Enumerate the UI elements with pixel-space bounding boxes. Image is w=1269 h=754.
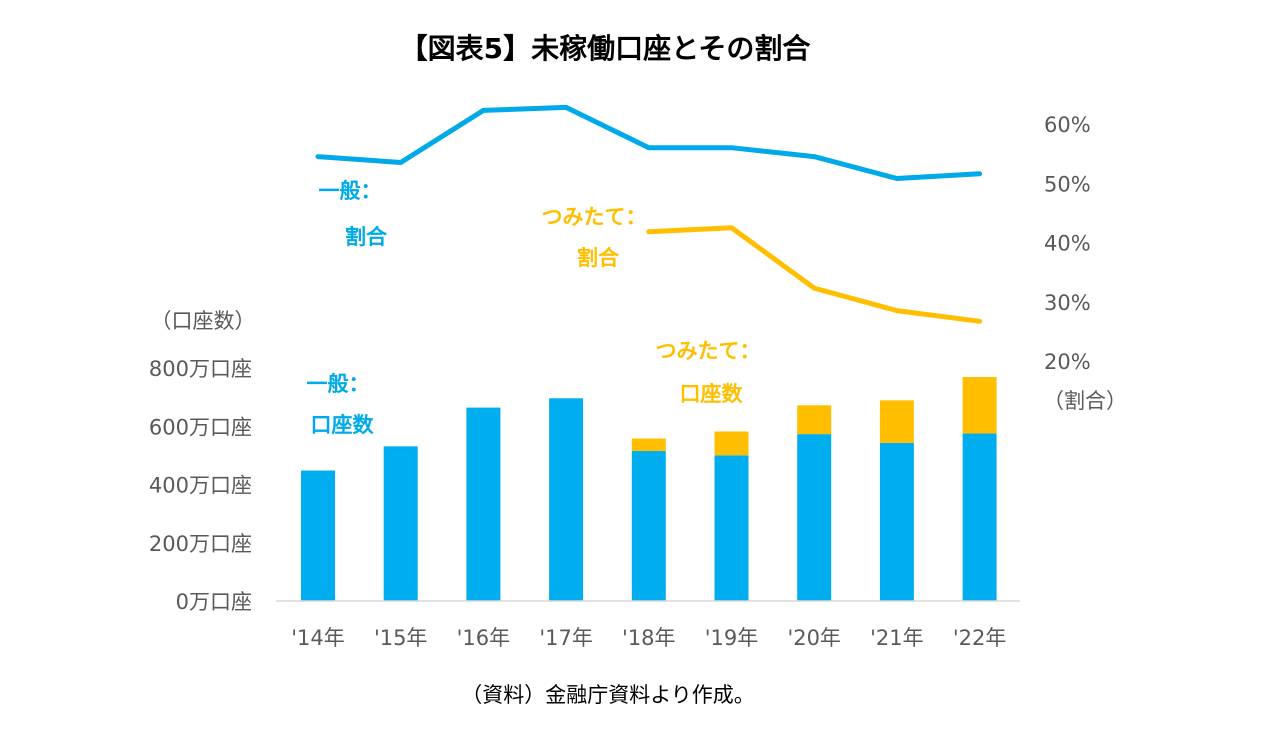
left-tick-label: 0万口座 (176, 590, 252, 614)
x-tick-label: '19年 (705, 626, 759, 650)
right-axis: 20% 30% 40% 50% 60% (1044, 113, 1091, 374)
bar-general-6 (797, 434, 832, 601)
x-tick-label: '15年 (374, 626, 428, 650)
left-axis-label: （口座数） (151, 309, 256, 333)
annotation-tsumitate-ratio-line2: 割合 (577, 246, 620, 270)
bar-general-8 (962, 433, 997, 601)
right-tick-label: 40% (1044, 232, 1091, 256)
x-tick-label: '16年 (457, 626, 511, 650)
bar-tsumitate-8 (962, 377, 997, 434)
bar-general-0 (301, 470, 335, 601)
bar-general-3 (549, 398, 584, 601)
bar-tsumitate-6 (797, 405, 832, 435)
bar-general-2 (466, 407, 501, 601)
annotation-tsumitate-count-line1: つみたて： (656, 339, 761, 363)
left-tick-label: 400万口座 (149, 474, 252, 498)
right-tick-label: 50% (1044, 172, 1091, 196)
left-tick-label: 800万口座 (149, 357, 252, 381)
bar-layer (301, 377, 997, 601)
annotation-general-ratio-line2: 割合 (345, 225, 388, 249)
bar-tsumitate-4 (631, 438, 666, 452)
x-tick-label: '22年 (953, 626, 1007, 650)
annotation-tsumitate-count-line2: 口座数 (680, 382, 744, 406)
line-layer (315, 104, 983, 324)
x-tick-label: '14年 (291, 626, 345, 650)
left-axis: 0万口座 200万口座 400万口座 600万口座 800万口座 (149, 357, 252, 614)
right-axis-label: （割合） (1043, 389, 1127, 413)
right-tick-label: 60% (1044, 113, 1091, 137)
bar-general-5 (714, 455, 749, 601)
left-tick-label: 200万口座 (149, 532, 252, 556)
bar-tsumitate-7 (879, 400, 914, 443)
x-tick-label: '20年 (787, 626, 841, 650)
x-tick-label: '21年 (870, 626, 924, 650)
chart-title: 【図表5】未稼働口座とその割合 (400, 32, 812, 65)
x-tick-label: '18年 (622, 626, 676, 650)
bar-tsumitate-5 (714, 431, 749, 456)
annotation-general-count-line1: 一般： (307, 372, 370, 396)
annotation-general-ratio-line1: 一般： (319, 179, 382, 203)
bar-general-1 (383, 446, 418, 601)
bar-general-7 (879, 442, 914, 601)
x-tick-label: '17年 (539, 626, 593, 650)
line-general-ratio (315, 104, 983, 181)
right-tick-label: 20% (1044, 350, 1091, 374)
right-tick-label: 30% (1044, 291, 1091, 315)
x-axis: '14年 '15年 '16年 '17年 '18年 '19年 '20年 '21年 '22年 (291, 626, 1006, 650)
left-tick-label: 600万口座 (149, 415, 252, 439)
annotation-general-count-line2: 口座数 (311, 413, 375, 437)
line-tsumitate-ratio (646, 225, 983, 324)
source-note: （資料）金融庁資料より作成。 (461, 683, 755, 707)
bar-general-4 (631, 451, 666, 601)
annotation-tsumitate-ratio-line1: つみたて： (542, 205, 647, 229)
